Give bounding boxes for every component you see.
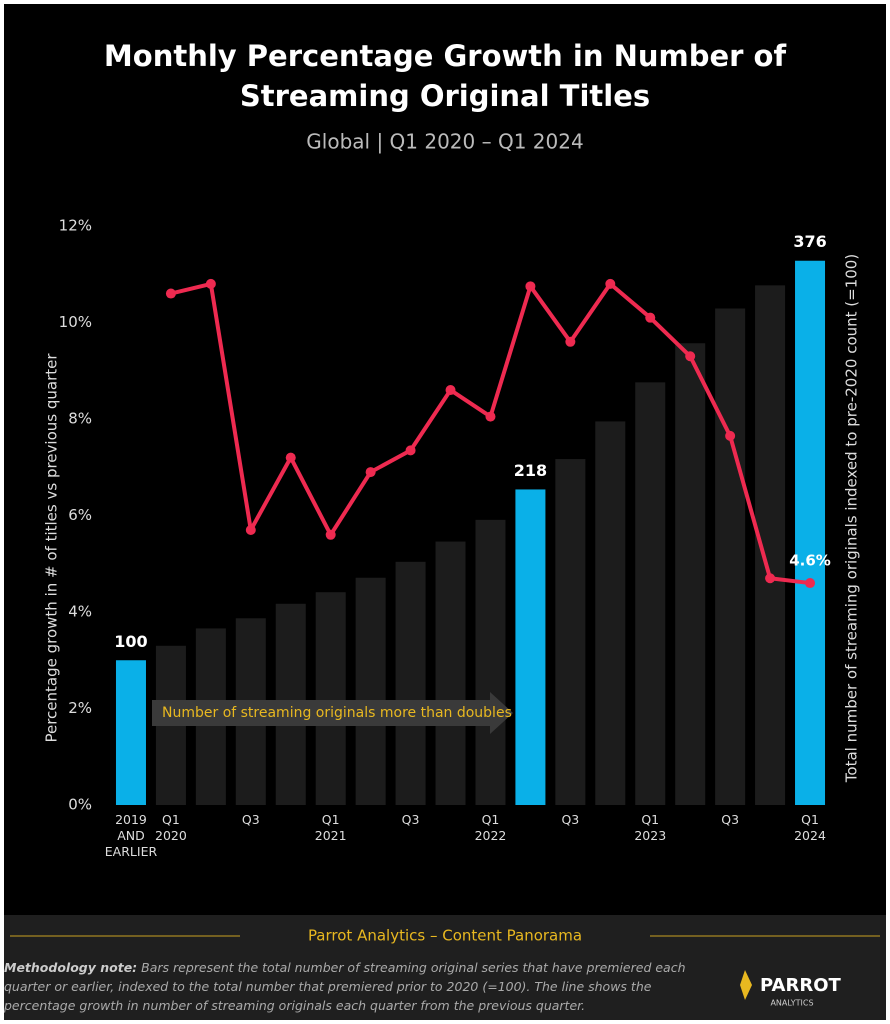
x-tick-label: Q3	[721, 812, 739, 827]
y-tick-label: 10%	[59, 313, 92, 331]
y-tick-label: 6%	[68, 506, 92, 524]
x-tick-label: 2019 AND EARLIER	[105, 812, 158, 859]
bar	[675, 343, 706, 805]
line-point	[645, 312, 656, 323]
y2-axis-label: Total number of streaming originals inde…	[843, 254, 861, 783]
x-tick-label: Q3	[561, 812, 579, 827]
line-point	[605, 278, 616, 289]
chart-title: Monthly Percentage Growth in Number of St…	[104, 39, 787, 113]
logo-icon	[740, 970, 752, 1000]
bar	[435, 541, 466, 805]
line-point	[405, 445, 416, 456]
line-point	[485, 411, 496, 422]
methodology-label: Methodology note:	[4, 960, 138, 975]
y-tick-label: 12%	[59, 217, 92, 235]
bar	[515, 489, 546, 805]
line-point	[765, 573, 776, 584]
bar	[635, 382, 666, 805]
x-tick-label: Q1 2023	[634, 812, 666, 843]
line-point	[805, 578, 816, 589]
chart-subtitle: Global | Q1 2020 – Q1 2024	[306, 130, 583, 154]
line-point	[725, 430, 736, 441]
y-tick-label: 8%	[68, 410, 92, 428]
panel	[4, 4, 886, 1020]
line-point	[325, 529, 336, 540]
bar-value-label: 218	[514, 461, 547, 480]
bar-value-label: 100	[114, 632, 147, 651]
line-point	[685, 351, 696, 362]
y-axis-label: Percentage growth in # of titles vs prev…	[43, 353, 61, 743]
line-point	[565, 336, 576, 347]
line-point	[245, 524, 256, 535]
bar	[315, 592, 346, 805]
methodology-text: Bars represent the total number of strea…	[4, 960, 686, 1013]
x-tick-label: Q3	[402, 812, 420, 827]
y-tick-label: 0%	[68, 796, 92, 814]
line-point	[525, 281, 536, 292]
line-point	[445, 385, 456, 396]
logo-sub: ANALYTICS	[770, 999, 813, 1008]
footer-panel	[4, 915, 886, 1020]
bar	[395, 561, 426, 805]
annotation-arrow	[152, 692, 513, 734]
methodology: Methodology note: Bars represent the tot…	[4, 958, 704, 1015]
annotation: Number of streaming originals more than …	[162, 705, 512, 721]
y-tick-label: 2%	[68, 699, 92, 717]
bar-value-label: 376	[793, 232, 826, 251]
x-tick-label: Q1 2020	[155, 812, 187, 843]
footer-source: Parrot Analytics – Content Panorama	[308, 927, 582, 945]
logo: PARROT	[760, 975, 841, 996]
bar	[715, 308, 746, 805]
line-point	[205, 278, 216, 289]
line-point	[165, 288, 176, 299]
bar	[595, 421, 626, 805]
x-tick-label: Q1 2024	[794, 812, 826, 843]
bar	[555, 459, 586, 805]
line-value-label: 4.6%	[789, 552, 831, 570]
bar	[475, 519, 506, 805]
line-point	[285, 452, 296, 463]
y-tick-label: 4%	[68, 603, 92, 621]
x-tick-label: Q1 2022	[475, 812, 507, 843]
bar	[795, 260, 826, 805]
bar	[355, 577, 386, 805]
bar	[115, 660, 146, 805]
line-point	[365, 467, 376, 478]
x-tick-label: Q1 2021	[315, 812, 347, 843]
x-tick-label: Q3	[242, 812, 260, 827]
